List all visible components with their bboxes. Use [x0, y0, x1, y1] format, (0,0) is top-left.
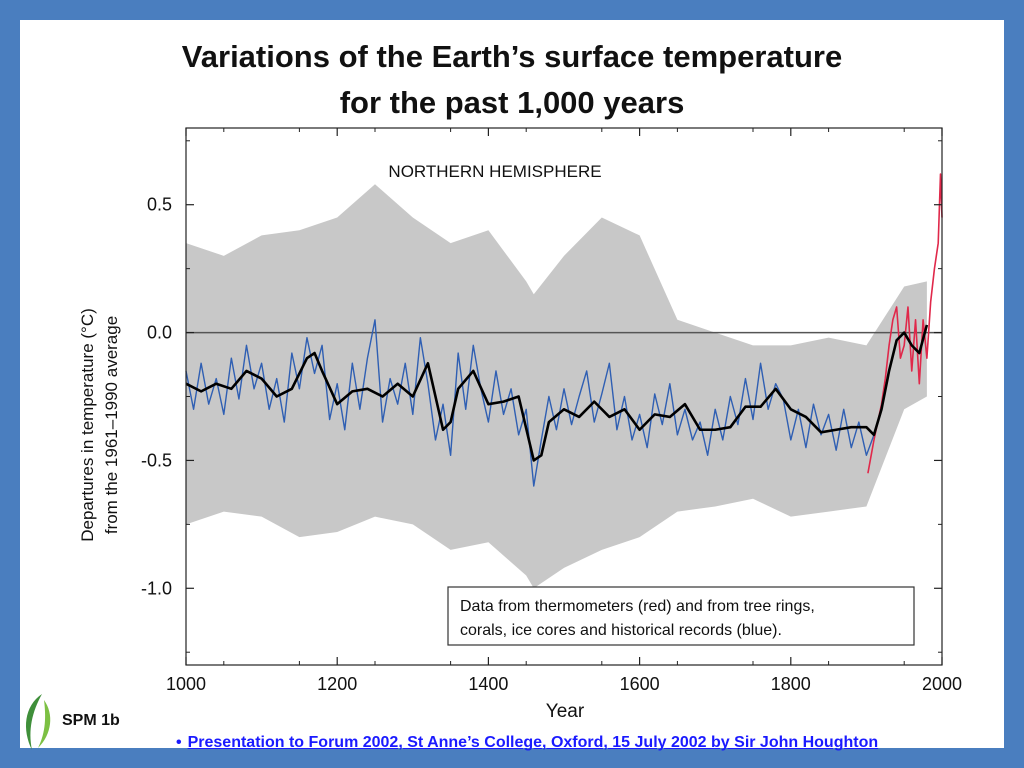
footer-presentation-link[interactable]: • Presentation to Forum 2002, St Anne’s C…	[176, 734, 1000, 752]
smooth-series-line	[185, 324, 929, 462]
y-axis-label-line2: from the 1961–1990 average	[102, 316, 121, 534]
y-tick-label: -1.0	[141, 578, 172, 598]
thermometer-series-line	[867, 173, 943, 474]
bullet-icon: •	[176, 734, 182, 751]
slide-canvas: Variations of the Earth’s surface temper…	[20, 20, 1004, 751]
temperature-chart: 1000 1200 1400 1600 1800 2000 0.50.0-0.5-1.0 …	[78, 127, 962, 722]
panel-label: NORTHERN HEMISPHERE	[388, 162, 601, 181]
x-axis-label: Year	[546, 701, 585, 722]
footer-link-text[interactable]: Presentation to Forum 2002, St Anne’s Co…	[187, 734, 879, 751]
y-tick-label: 0.5	[147, 195, 172, 215]
figure-label: SPM 1b	[62, 712, 120, 729]
legend-text-line2: corals, ice cores and historical records…	[460, 622, 782, 639]
y-tick-label: 0.0	[147, 323, 172, 343]
uncertainty-band-layer	[186, 184, 927, 589]
y-tick-label: -0.5	[141, 450, 172, 470]
slide-title-line1: Variations of the Earth’s surface temper…	[181, 39, 843, 74]
leaf-logo-icon	[26, 694, 51, 750]
slide-title-line2: for the past 1,000 years	[339, 85, 685, 120]
x-tick-label: 1400	[468, 674, 508, 694]
x-tick-label: 1200	[317, 674, 357, 694]
legend-text-line1: Data from thermometers (red) and from tr…	[460, 598, 815, 615]
x-tick-label: 1000	[166, 674, 206, 694]
x-tick-label: 2000	[922, 674, 962, 694]
x-axis-ticks: 1000 1200 1400 1600 1800 2000	[166, 128, 962, 694]
x-tick-label: 1600	[620, 674, 660, 694]
x-tick-label: 1800	[771, 674, 811, 694]
uncertainty-band	[186, 184, 927, 589]
slide-title: Variations of the Earth’s surface temper…	[20, 34, 1004, 126]
smooth-series-layer	[185, 324, 929, 462]
y-axis-label-line1: Departures in temperature (°C)	[78, 308, 97, 542]
y-axis-ticks: 0.5 0.0 -0.5 -1.0	[141, 140, 942, 653]
legend-box	[447, 586, 915, 646]
thermometer-series-layer	[867, 173, 943, 474]
